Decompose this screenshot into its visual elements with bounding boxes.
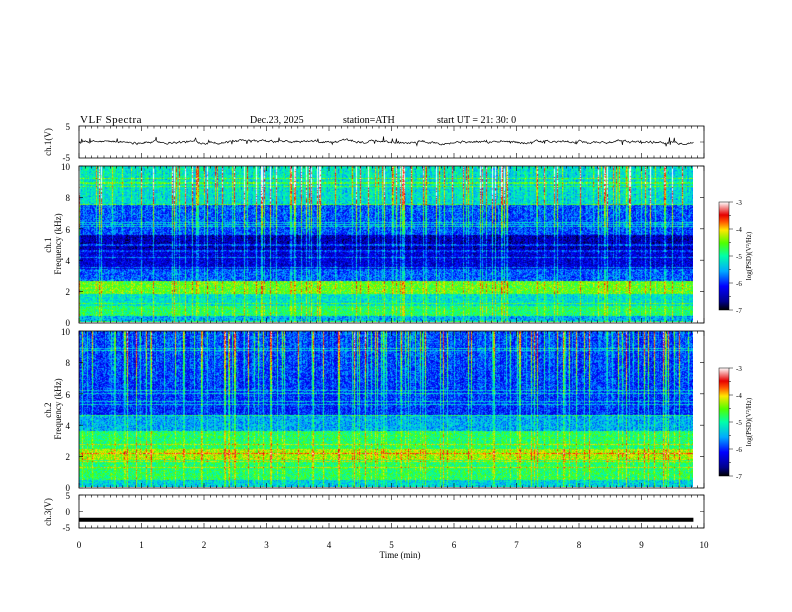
ch1-freq-ytick-10: 10 xyxy=(61,162,71,172)
tick-marks xyxy=(78,165,705,324)
ch2-freq-ytick-4: 4 xyxy=(66,421,71,431)
time-tick-2: 2 xyxy=(202,540,207,550)
ch1-colorbar-tick-m6: -6 xyxy=(736,280,742,288)
ch1-ylabel-frequency: Frequency (kHz) xyxy=(53,213,63,274)
ch3-waveform-ticks xyxy=(78,494,705,529)
time-tick-8: 8 xyxy=(577,540,582,550)
ch1-ytick-top: 5 xyxy=(66,122,71,132)
tick-marks xyxy=(78,494,705,529)
ch1-colorbar-tick-m3: -3 xyxy=(736,199,742,207)
time-tick-7: 7 xyxy=(514,540,519,550)
time-tick-9: 9 xyxy=(639,540,644,550)
ch2-colorbar-tick-m4: -4 xyxy=(736,392,742,400)
ch1-waveform-ylabel: ch.1(V) xyxy=(43,128,53,156)
ch1-freq-ytick-4: 4 xyxy=(66,256,71,266)
ch1-freq-ytick-6: 6 xyxy=(66,225,71,235)
header-station: station=ATH xyxy=(343,115,395,126)
ch2-colorbar-label: log(PSD)(V²/Hz) xyxy=(745,397,753,446)
ch1-spectrogram-ticks xyxy=(78,165,705,324)
ch2-colorbar-ticks xyxy=(729,367,733,477)
ch1-waveform-ticks xyxy=(78,126,705,158)
ch1-colorbar-tick-m7: -7 xyxy=(736,307,742,315)
ch1-ylabel-channel: ch.1 xyxy=(43,238,53,253)
ch1-waveform-trace xyxy=(78,136,694,147)
figure-title: VLF Spectra xyxy=(80,114,142,126)
time-tick-1: 1 xyxy=(139,540,144,550)
ch1-spectrogram-ylabel: ch.1 Frequency (kHz) xyxy=(43,213,63,274)
ch2-colorbar-tick-m7: -7 xyxy=(736,473,742,481)
ch2-colorbar-tick-m6: -6 xyxy=(736,446,742,454)
ch2-spectrogram-ylabel: ch.2 Frequency (kHz) xyxy=(43,378,63,439)
ch2-freq-ytick-2: 2 xyxy=(66,452,71,462)
time-tick-6: 6 xyxy=(452,540,457,550)
time-axis-label: Time (min) xyxy=(380,550,421,560)
tick-marks xyxy=(78,126,705,158)
time-tick-0: 0 xyxy=(77,540,82,550)
ch2-freq-ytick-0: 0 xyxy=(66,483,71,493)
colorbar-tick-marks xyxy=(729,367,733,477)
ch2-spectrogram-image xyxy=(79,331,693,487)
time-axis-tick-labels: 0 1 2 3 4 5 6 7 8 9 10 xyxy=(77,540,709,550)
ch1-colorbar-ticks xyxy=(729,201,733,311)
time-tick-5: 5 xyxy=(389,540,394,550)
ch2-freq-ytick-6: 6 xyxy=(66,390,71,400)
ch3-ytick-mid: 0 xyxy=(66,507,71,517)
ch1-colorbar-label: log(PSD)(V²/Hz) xyxy=(745,231,753,280)
ch3-ytick-top: 5 xyxy=(66,491,71,501)
time-tick-10: 10 xyxy=(700,540,710,550)
ch2-spectrogram-panel: 0 2 4 6 8 10 ch.2 Frequency (kHz) -3 -4 … xyxy=(43,327,753,493)
ch1-spectrogram-panel: 0 2 4 6 8 10 ch.1 Frequency (kHz) -3 -4 … xyxy=(43,162,753,328)
ch1-ytick-bottom: -5 xyxy=(63,153,71,163)
ch1-colorbar-tick-m5: -5 xyxy=(736,253,742,261)
ch1-waveform-panel: 5 -5 ch.1(V) xyxy=(43,122,705,163)
header-start-time: start UT = 21: 30: 0 xyxy=(437,115,516,126)
ch1-colorbar xyxy=(718,201,730,311)
ch2-ylabel-frequency: Frequency (kHz) xyxy=(53,378,63,439)
ch3-waveform-ylabel: ch.3(V) xyxy=(43,498,53,526)
time-tick-3: 3 xyxy=(264,540,269,550)
ch2-colorbar xyxy=(718,367,730,477)
ch1-freq-ytick-8: 8 xyxy=(66,193,71,203)
colorbar-tick-marks xyxy=(729,201,733,311)
ch2-spectrogram-ticks xyxy=(78,330,705,489)
ch1-freq-ytick-2: 2 xyxy=(66,287,71,297)
ch3-ytick-bottom: -5 xyxy=(63,523,71,533)
ch1-spectrogram-image xyxy=(79,166,693,322)
tick-marks xyxy=(78,330,705,489)
ch2-ylabel-channel: ch.2 xyxy=(43,403,53,418)
ch2-colorbar-tick-m5: -5 xyxy=(736,419,742,427)
ch3-waveform-panel: 5 0 -5 ch.3(V) xyxy=(43,491,705,533)
time-tick-4: 4 xyxy=(327,540,332,550)
ch2-freq-ytick-10: 10 xyxy=(61,327,71,337)
ch2-colorbar-tick-m3: -3 xyxy=(736,365,742,373)
ch1-freq-ytick-0: 0 xyxy=(66,318,71,328)
header-date: Dec.23, 2025 xyxy=(250,115,304,126)
ch1-colorbar-tick-m4: -4 xyxy=(736,226,742,234)
ch2-freq-ytick-8: 8 xyxy=(66,358,71,368)
